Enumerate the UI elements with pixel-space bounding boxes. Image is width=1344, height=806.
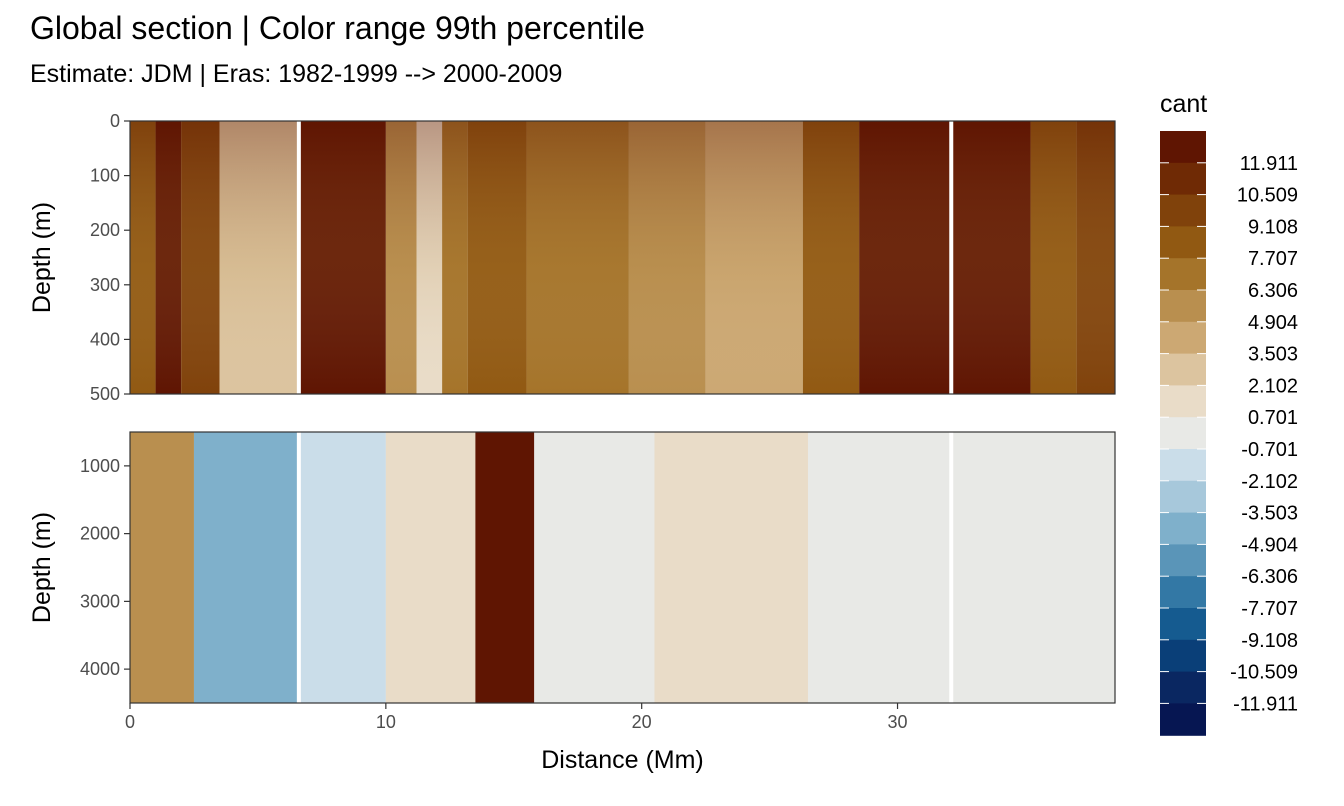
data-gap [949, 432, 954, 703]
y-tick-label: 500 [90, 384, 120, 404]
x-tick-label: 0 [125, 712, 135, 732]
legend-swatch [1160, 544, 1206, 577]
legend-label: -3.503 [1241, 503, 1298, 525]
legend-label: 11.911 [1240, 153, 1298, 175]
x-tick-label: 10 [376, 712, 396, 732]
legend-swatch [1160, 131, 1206, 164]
y-tick-label: 4000 [80, 659, 120, 679]
legend-label: 2.102 [1248, 375, 1298, 397]
legend-label: -2.102 [1241, 471, 1298, 493]
legend-label: 10.509 [1237, 185, 1298, 207]
y-axis-title: Depth (m) [28, 512, 56, 623]
data-band [130, 432, 194, 703]
legend-label: -10.509 [1230, 662, 1298, 684]
legend-swatch [1160, 353, 1206, 386]
legend-label: 6.306 [1248, 280, 1298, 302]
data-band [385, 432, 476, 703]
legend-swatch [1160, 162, 1206, 196]
legend-label: -4.904 [1241, 534, 1298, 556]
data-gap [296, 121, 301, 394]
legend-swatch [1160, 385, 1206, 418]
legend-label: -7.707 [1241, 598, 1298, 620]
legend-label: -9.108 [1241, 630, 1298, 652]
legend-label: 0.701 [1248, 407, 1298, 429]
legend-label: 9.108 [1248, 216, 1298, 238]
data-band [654, 432, 808, 703]
y-tick-label: 400 [90, 329, 120, 349]
y-tick-label: 3000 [80, 591, 120, 611]
legend-swatch [1160, 290, 1206, 323]
y-tick-label: 200 [90, 220, 120, 240]
data-band [807, 432, 952, 703]
legend-swatch [1160, 258, 1206, 291]
data-gap [296, 432, 301, 703]
chart-subtitle: Estimate: JDM | Eras: 1982-1999 --> 2000… [30, 60, 563, 88]
x-tick-label: 30 [888, 712, 908, 732]
chart-title: Global section | Color range 99th percen… [30, 10, 645, 46]
panel-border [129, 120, 1116, 395]
legend-swatch [1160, 226, 1206, 259]
legend-label: 7.707 [1248, 248, 1298, 270]
y-tick-label: 300 [90, 275, 120, 295]
y-axis-title: Depth (m) [28, 202, 56, 313]
legend-swatch [1160, 703, 1206, 736]
x-axis-title: Distance (Mm) [541, 746, 704, 774]
legend-swatch [1160, 194, 1206, 227]
legend-label: 3.503 [1248, 344, 1298, 366]
y-tick-label: 2000 [80, 524, 120, 544]
data-band [193, 432, 299, 703]
legend-swatch [1160, 671, 1206, 704]
x-tick-label: 20 [632, 712, 652, 732]
panels-layer [129, 120, 1116, 704]
y-tick-label: 0 [110, 111, 120, 131]
legend-swatch [1160, 512, 1206, 545]
depth-shading [130, 121, 1115, 394]
data-band [298, 432, 386, 703]
legend-swatch [1160, 576, 1206, 609]
panel-border [129, 431, 1116, 704]
legend-label: 4.904 [1248, 312, 1298, 334]
legend-title: cant [1160, 90, 1207, 118]
legend-swatch [1160, 639, 1206, 673]
legend-label: -11.911 [1233, 693, 1298, 715]
data-gap [949, 121, 954, 394]
legend-label: -0.701 [1241, 439, 1298, 461]
data-band [534, 432, 655, 703]
legend-swatch [1160, 608, 1206, 641]
legend-swatch [1160, 449, 1206, 482]
legend-swatch [1160, 417, 1206, 450]
y-tick-label: 100 [90, 166, 120, 186]
legend: cant 11.911 10.509 9.108 7.707 6.306 4.904 3.50… [1160, 90, 1298, 736]
legend-swatch [1160, 321, 1206, 355]
legend-label: -6.306 [1241, 566, 1298, 588]
data-band [951, 432, 1115, 703]
legend-swatch [1160, 480, 1206, 514]
y-tick-label: 1000 [80, 456, 120, 476]
data-band [475, 432, 535, 703]
